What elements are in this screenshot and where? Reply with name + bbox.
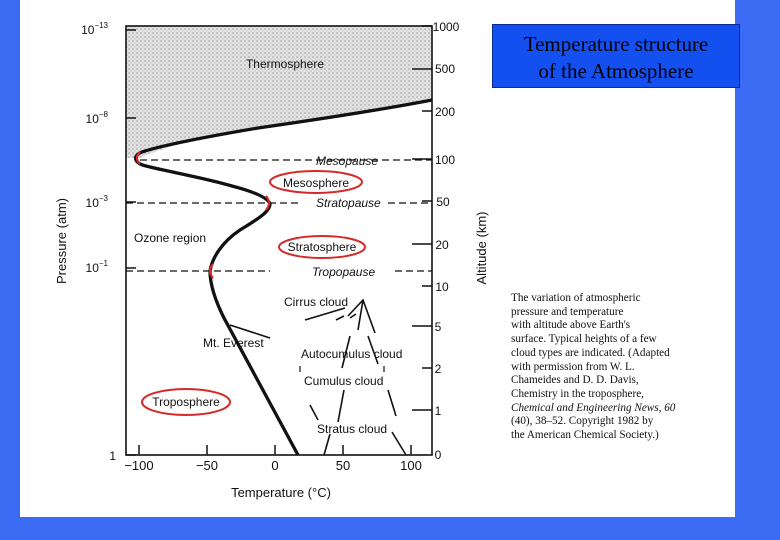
x-tick-label: 100 <box>400 458 422 473</box>
caption-line: Chameides and D. D. Davis, <box>511 374 639 387</box>
small-tick-marks <box>299 366 385 372</box>
caption-line: the American Chemical Society.) <box>511 429 659 442</box>
stratosphere-label: Stratosphere <box>288 240 357 254</box>
x-tick-label: 50 <box>336 458 350 473</box>
tropopause-label: Tropopause <box>312 265 375 279</box>
altitude-tick-label: 100 <box>435 153 455 167</box>
left-axis-label: Pressure (atm) <box>54 198 69 284</box>
altitude-tick-label: 200 <box>435 105 455 119</box>
altitude-tick-label: 20 <box>435 238 449 252</box>
slide-title: Temperature structure of the Atmosphere <box>492 24 740 88</box>
pressure-tick-label: 10−1 <box>86 259 109 275</box>
caption-line: Chemistry in the troposphere, <box>511 387 644 400</box>
left-axis-ticks <box>126 29 136 456</box>
turning-point-markers <box>135 151 271 279</box>
altitude-tick-label: 5 <box>435 320 442 334</box>
figure-caption: The variation of atmospheric pressure an… <box>511 292 735 443</box>
autocumulus-cloud-label: Autocumulus cloud <box>301 347 402 361</box>
right-axis-label: Altitude (km) <box>474 212 489 285</box>
pressure-tick-label: 10−8 <box>86 110 109 126</box>
caption-line: Chemical and Engineering News, 60 <box>511 401 676 414</box>
mesopause-label: Mesopause <box>316 154 378 168</box>
x-tick-label: 0 <box>271 458 278 473</box>
thermosphere-shading <box>126 26 432 158</box>
x-tick-label: −50 <box>196 458 218 473</box>
temperature-profile-curve <box>134 98 433 456</box>
left-tick-labels: 10−13 10−8 10−3 10−1 1 <box>81 21 116 463</box>
region-labels: Thermosphere Mesopause Mesosphere Strato… <box>134 57 402 436</box>
cloud-markers <box>229 298 407 456</box>
everest-pointer <box>229 324 271 339</box>
caption-line: pressure and temperature <box>511 305 624 318</box>
cumulus-cloud-label: Cumulus cloud <box>304 374 383 388</box>
altitude-tick-label: 0 <box>435 448 442 462</box>
altitude-tick-label: 50 <box>436 195 450 209</box>
mt-everest-label: Mt. Everest <box>203 336 264 350</box>
altitude-tick-label: 500 <box>435 62 455 76</box>
altitude-tick-label: 2 <box>435 362 442 376</box>
caption-line: cloud types are indicated. (Adapted <box>511 346 670 359</box>
bottom-axis-ticks <box>138 445 412 455</box>
title-line: Temperature structure <box>523 32 709 56</box>
cirrus-cloud-shape <box>347 298 376 334</box>
ozone-region-label: Ozone region <box>134 231 206 245</box>
caption-line: with altitude above Earth's <box>511 319 631 332</box>
thermosphere-label: Thermosphere <box>246 57 324 71</box>
mesosphere-label: Mesosphere <box>283 176 349 190</box>
x-tick-labels: −100 −50 0 50 100 <box>124 458 422 473</box>
right-tick-labels: 1000 500 200 100 50 20 10 5 2 1 0 <box>433 20 460 462</box>
cirrus-cloud-label: Cirrus cloud <box>284 295 348 309</box>
highlight-ovals <box>141 170 366 416</box>
pressure-tick-label: 1 <box>109 449 116 463</box>
plot-frame <box>125 25 433 456</box>
pressure-tick-label: 10−13 <box>81 21 108 37</box>
altitude-tick-label: 1 <box>435 404 442 418</box>
caption-line: (40), 38–52. Copyright 1982 by <box>511 415 654 428</box>
x-tick-label: −100 <box>124 458 153 473</box>
altitude-tick-label: 10 <box>435 280 449 294</box>
title-line: of the Atmosphere <box>538 59 694 83</box>
x-axis-label: Temperature (°C) <box>231 485 331 500</box>
stratus-cloud-label: Stratus cloud <box>317 422 387 436</box>
caption-line: with permission from W. L. <box>511 360 635 373</box>
troposphere-label: Troposphere <box>152 395 220 409</box>
right-axis-ticks <box>412 25 432 411</box>
altitude-tick-label: 1000 <box>433 20 460 34</box>
pressure-tick-label: 10−3 <box>86 194 109 210</box>
caption-line: The variation of atmospheric <box>511 292 641 304</box>
caption-line: surface. Typical heights of a few <box>511 333 657 346</box>
stratopause-label: Stratopause <box>316 196 381 210</box>
